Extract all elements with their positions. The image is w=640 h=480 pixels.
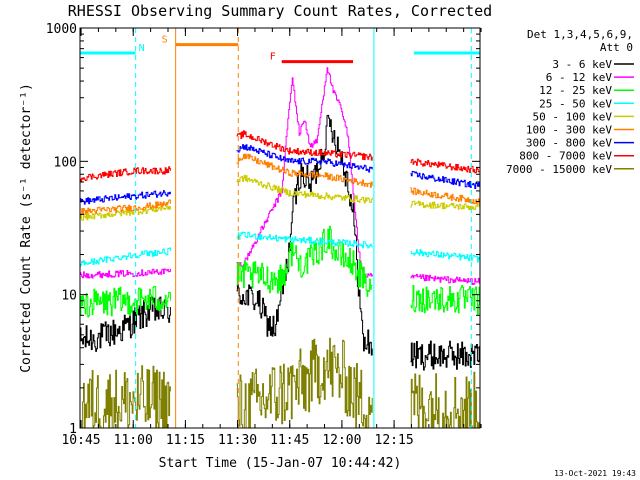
x-tick-label: 11:45 — [270, 433, 309, 448]
series-line-50-100-kev — [80, 174, 481, 221]
x-tick-label: 11:30 — [218, 433, 257, 448]
footer-date: 13-Oct-2021 19:43 — [554, 469, 636, 478]
series-line-300-800-kev — [80, 144, 481, 205]
legend-label-6-12-kev: 6 - 12 keV — [546, 71, 613, 84]
plot-frame — [79, 27, 481, 429]
x-tick-label: 10:45 — [61, 433, 100, 448]
legend-label-12-25-kev: 12 - 25 keV — [539, 84, 612, 97]
x-tick-label: 11:00 — [114, 433, 153, 448]
interval-label-s: S — [162, 35, 168, 46]
legend-label-3-6-kev: 3 - 6 keV — [552, 58, 612, 71]
axes: 10:45 11:00 11:15 11:30 11:45 12:00 12:15 1 10 10… — [46, 22, 482, 448]
legend-header-line-2: Att 0 — [600, 41, 633, 54]
legend-label-25-50-kev: 25 - 50 keV — [539, 97, 612, 110]
series-line-12-25-kev — [80, 225, 481, 318]
legend-label-300-800-kev: 300 - 800 keV — [526, 137, 612, 150]
x-axis-label: Start Time (15-Jan-07 10:44:42) — [159, 456, 402, 471]
series-line-100-300-kev — [80, 153, 481, 215]
series-line-3-6-kev — [80, 114, 481, 371]
series-line-800-7000-kev — [80, 130, 481, 182]
interval-label-n: N — [139, 43, 145, 54]
legend-label-7000-15000-kev: 7000 - 15000 keV — [506, 163, 612, 176]
interval-label-f: F — [270, 52, 276, 63]
y-tick-label: 10 — [61, 289, 77, 304]
chart-title: RHESSI Observing Summary Count Rates, Co… — [68, 2, 492, 20]
x-tick-label: 12:15 — [375, 433, 414, 448]
x-tick-label: 12:00 — [322, 433, 361, 448]
series-line-25-50-kev — [80, 231, 481, 267]
y-tick-label: 1 — [69, 422, 77, 437]
legend-label-800-7000-kev: 800 - 7000 keV — [519, 150, 612, 163]
y-tick-label: 100 — [54, 155, 77, 170]
y-axis-label: Corrected Count Rate (s⁻¹ detector⁻¹) — [19, 83, 34, 373]
y-tick-label: 1000 — [46, 22, 77, 37]
legend-label-50-100-kev: 50 - 100 keV — [533, 110, 613, 123]
x-tick-label: 11:15 — [166, 433, 205, 448]
legend-label-100-300-kev: 100 - 300 keV — [526, 124, 612, 137]
plot-area — [80, 67, 481, 429]
legend-header-line-1: Det 1,3,4,5,6,9, — [527, 28, 633, 41]
